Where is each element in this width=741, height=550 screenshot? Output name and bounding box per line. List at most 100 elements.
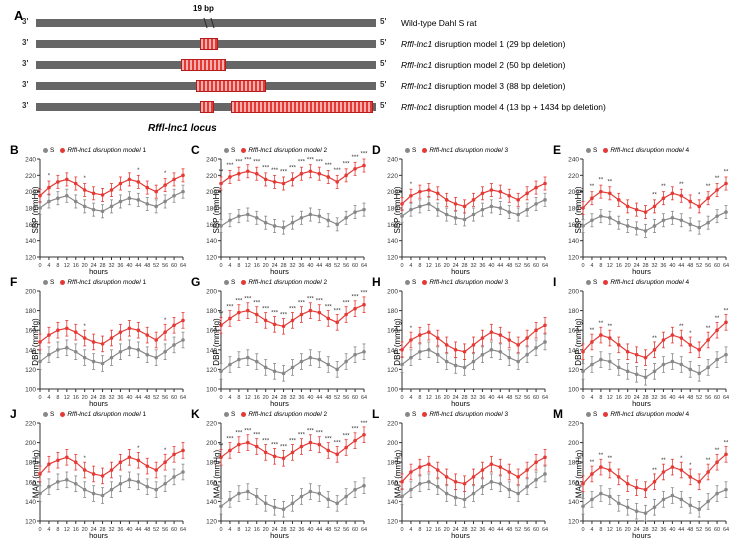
svg-text:52: 52 [334,263,340,269]
svg-text:***: *** [280,444,288,450]
svg-text:48: 48 [506,263,512,269]
svg-text:140: 140 [568,499,579,506]
svg-text:***: *** [280,170,288,176]
svg-text:**: ** [590,460,595,466]
5prime-label: 5' [380,17,386,26]
svg-text:16: 16 [73,263,79,269]
svg-text:12: 12 [64,395,70,401]
svg-text:12: 12 [64,263,70,269]
svg-text:***: *** [352,427,360,433]
svg-text:56: 56 [343,395,349,401]
svg-text:120: 120 [25,255,36,262]
svg-text:100: 100 [568,387,579,394]
y-axis-label: SBP (mmHg) [574,187,583,234]
svg-text:220: 220 [387,421,398,428]
svg-text:**: ** [219,443,224,449]
svg-text:40: 40 [307,527,313,533]
x-axis-label: hours [632,531,651,540]
svg-text:**: ** [599,321,604,327]
svg-text:36: 36 [298,527,304,533]
chart-row: F S Rffl-lnc1 disruption model 1 1001201… [8,277,733,407]
svg-text:***: *** [235,160,243,166]
svg-text:**: ** [652,468,657,474]
svg-text:***: *** [226,304,234,310]
track-label: Rffl-lnc1 disruption model 2 (50 bp dele… [401,60,565,70]
svg-text:20: 20 [82,527,88,533]
svg-text:44: 44 [497,395,503,401]
svg-text:***: *** [280,312,288,318]
y-axis-label: DBP (mmHg) [574,318,583,365]
svg-text:0: 0 [38,527,41,533]
svg-text:140: 140 [206,238,217,245]
svg-text:***: *** [235,431,243,437]
svg-text:*: * [164,318,167,324]
x-axis-label: hours [451,399,470,408]
svg-text:***: *** [343,301,351,307]
svg-text:56: 56 [343,263,349,269]
svg-text:180: 180 [568,308,579,315]
deletion-region [200,101,214,113]
svg-text:*: * [164,171,167,177]
svg-text:40: 40 [488,263,494,269]
3prime-label: 3' [22,17,28,26]
svg-text:*: * [84,324,87,330]
svg-text:56: 56 [705,395,711,401]
svg-text:52: 52 [515,527,521,533]
svg-text:8: 8 [237,395,240,401]
svg-text:**: ** [590,184,595,190]
svg-text:*: * [680,456,683,462]
svg-text:52: 52 [515,263,521,269]
svg-text:36: 36 [117,263,123,269]
y-axis-label: MAP (mmHg) [32,450,41,498]
svg-text:220: 220 [206,173,217,180]
svg-text:8: 8 [56,263,59,269]
svg-text:52: 52 [696,263,702,269]
svg-text:***: *** [253,433,261,439]
svg-text:*: * [689,331,692,337]
chart-row: B S Rffl-lnc1 disruption model 1 1201401… [8,145,733,275]
svg-text:56: 56 [524,263,530,269]
svg-text:40: 40 [669,263,675,269]
svg-text:16: 16 [616,395,622,401]
svg-text:60: 60 [352,395,358,401]
svg-text:120: 120 [568,519,579,526]
gap-label: 19 bp [193,4,214,13]
svg-text:56: 56 [524,395,530,401]
svg-text:16: 16 [73,395,79,401]
svg-text:***: *** [316,160,324,166]
svg-text:***: *** [298,301,306,307]
svg-text:60: 60 [533,263,539,269]
svg-text:60: 60 [171,527,177,533]
svg-text:120: 120 [387,367,398,374]
svg-text:48: 48 [687,395,693,401]
svg-text:48: 48 [325,263,331,269]
svg-text:100: 100 [25,387,36,394]
svg-text:***: *** [316,299,324,305]
panel-a: A 19 bp 3' 5' Wild-type Dahl S rat 3' 5'… [8,8,733,143]
svg-text:44: 44 [678,395,684,401]
svg-text:***: *** [244,157,252,163]
svg-text:***: *** [360,291,368,297]
svg-text:56: 56 [162,527,168,533]
svg-text:32: 32 [470,395,476,401]
svg-text:4: 4 [228,263,231,269]
svg-text:36: 36 [660,527,666,533]
svg-text:52: 52 [153,263,159,269]
svg-text:32: 32 [289,263,295,269]
svg-text:44: 44 [497,527,503,533]
y-axis-label: MAP (mmHg) [394,450,403,498]
svg-text:48: 48 [325,527,331,533]
5prime-label: 5' [380,59,386,68]
y-axis-label: SBP (mmHg) [212,187,221,234]
svg-text:64: 64 [723,395,729,401]
chart-F: F S Rffl-lnc1 disruption model 1 1001201… [8,277,189,407]
x-axis-label: hours [89,531,108,540]
svg-text:**: ** [706,184,711,190]
svg-text:56: 56 [524,527,530,533]
svg-text:***: *** [360,421,368,427]
svg-text:60: 60 [533,527,539,533]
chart-C: C S Rffl-lnc1 disruption model 2 1201401… [189,145,370,275]
svg-text:20: 20 [82,263,88,269]
svg-text:12: 12 [607,395,613,401]
svg-text:36: 36 [298,263,304,269]
